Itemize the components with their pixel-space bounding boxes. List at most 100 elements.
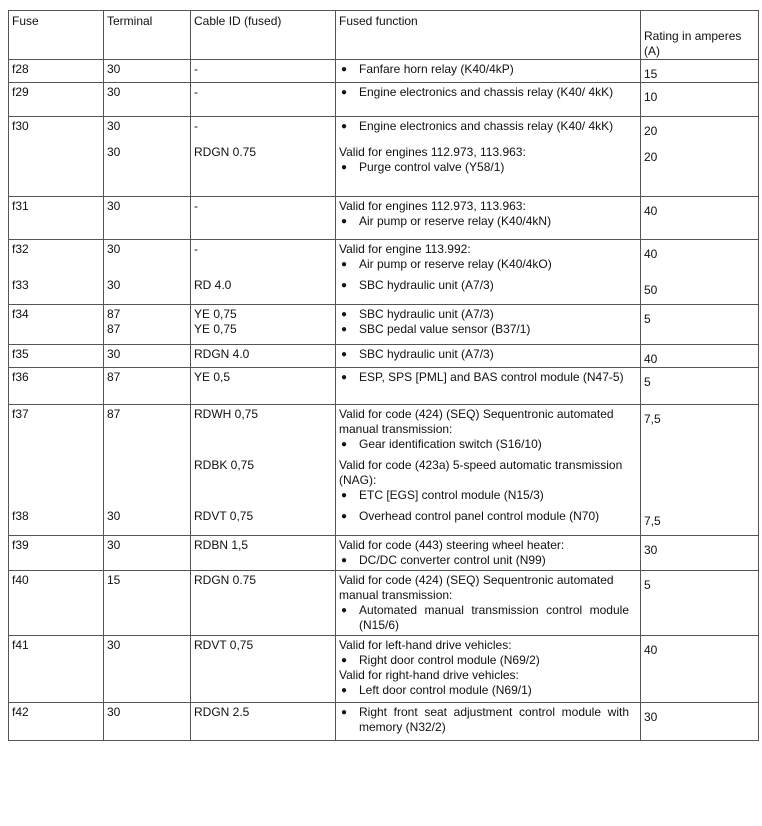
table-row: f31 30 - Valid for engines 112.973, 113.963… [8, 196, 759, 240]
function-entry: ● Overhead control panel control module (… [339, 509, 637, 535]
bullet-item: ● Air pump or reserve relay (K40/4kN) [339, 214, 637, 229]
rating-entry: 15 [644, 67, 658, 81]
bullet-icon: ● [341, 490, 348, 501]
bullet-text: ETC [EGS] control module (N15/3) [359, 488, 544, 502]
bullet-item: ● Gear identification switch (S16/10) [339, 437, 637, 452]
header-cable-id: Cable ID (fused) [190, 10, 336, 60]
terminal-entry: 30 [107, 638, 121, 652]
bullet-item: ● ESP, SPS [PML] and BAS control module (… [339, 370, 637, 385]
cable-entry: RDBK 0,75 [194, 458, 255, 472]
terminal-entry: 30 [107, 62, 121, 76]
function-note: Valid for left-hand drive vehicles: [339, 638, 512, 652]
cell-rating: 5 [640, 367, 759, 405]
cable-entry: RDGN 4.0 [194, 347, 250, 361]
rating-entry: 5 [644, 578, 651, 592]
fuse-entry: f34 [12, 307, 29, 321]
function-note: Valid for engines 112.973, 113.963: [339, 145, 526, 159]
terminal-entry: 30 [107, 278, 121, 292]
terminal-entry: 30 [107, 199, 121, 213]
fuse-entry: f32 [12, 242, 29, 256]
terminal-entry: 87 [107, 370, 121, 384]
cell-function: ● SBC hydraulic unit (A7/3) ● SBC pedal val… [335, 304, 641, 345]
fuse-entry [12, 145, 100, 181]
bullet-text: Engine electronics and chassis relay (K4… [359, 119, 614, 133]
cell-rating: 15 [640, 59, 759, 83]
cell-cable: RDBN 1,5 [190, 535, 336, 571]
rating-entry: 7,5 [644, 514, 661, 528]
terminal-entry: 30 [107, 119, 121, 133]
cell-terminal: 30 30 [103, 116, 191, 197]
cell-cable: YE 0,75 YE 0,75 [190, 304, 336, 345]
cable-entry: - [194, 62, 198, 76]
cell-terminal: 30 [103, 196, 191, 240]
cell-rating: 40 [640, 635, 759, 703]
bullet-item: ● Engine electronics and chassis relay (K… [339, 85, 637, 100]
table-row: f39 30 RDBN 1,5 Valid for code (443) steeri… [8, 535, 759, 571]
cable-entry: - [194, 119, 198, 133]
table-row: f41 30 RDVT 0,75 Valid for left-hand drive … [8, 635, 759, 703]
terminal-entry: 30 [107, 85, 121, 99]
rating-entry: 40 [644, 247, 658, 261]
bullet-text: Left door control module (N69/1) [359, 683, 532, 697]
bullet-icon: ● [341, 259, 348, 270]
rating-entry: 50 [644, 283, 658, 297]
cable-entry: RDBN 1,5 [194, 538, 249, 552]
rating-entry: 40 [644, 643, 658, 657]
terminal-entry: 30 [107, 509, 121, 523]
bullet-item: ● Right front seat adjustment control mod… [339, 705, 637, 735]
bullet-icon: ● [341, 162, 348, 173]
bullet-item: ● SBC pedal value sensor (B37/1) [339, 322, 637, 337]
function-note: Valid for code (423a) 5-speed automatic … [339, 458, 623, 487]
cell-cable: RDGN 4.0 [190, 344, 336, 368]
cell-cable: - [190, 82, 336, 117]
fuse-entry: f36 [12, 370, 29, 384]
table-row: f34 87 87 YE 0,75 YE 0,75 ● SBC hydraulic un… [8, 304, 759, 345]
function-note: Valid for code (424) (SEQ) Sequentronic … [339, 573, 614, 602]
cell-fuse: f37 f38 [8, 404, 104, 536]
bullet-icon: ● [341, 655, 348, 666]
cell-fuse: f29 [8, 82, 104, 117]
bullet-text: SBC hydraulic unit (A7/3) [359, 307, 494, 321]
cell-fuse: f40 [8, 570, 104, 636]
function-entry: ● Right front seat adjustment control mod… [339, 705, 637, 735]
cell-fuse: f36 [8, 367, 104, 405]
bullet-text: Purge control valve (Y58/1) [359, 160, 505, 174]
rating-entry: 7,5 [644, 412, 661, 426]
function-entry: ● SBC hydraulic unit (A7/3) ● SBC pedal val… [339, 307, 637, 337]
function-entry: Valid for code (424) (SEQ) Sequentronic … [339, 407, 637, 458]
cell-cable: RDGN 0.75 [190, 570, 336, 636]
rating-entry: 30 [644, 710, 658, 724]
function-note: Valid for engines 112.973, 113.963: [339, 199, 526, 213]
cell-fuse: f39 [8, 535, 104, 571]
terminal-entry: 30 [107, 242, 121, 256]
cable-entry: RDVT 0,75 [194, 638, 254, 652]
bullet-item: ● SBC hydraulic unit (A7/3) [339, 347, 637, 362]
bullet-text: Air pump or reserve relay (K40/4kO) [359, 257, 552, 271]
terminal-entry [107, 458, 187, 509]
cell-terminal: 30 [103, 59, 191, 83]
cell-function: ● ESP, SPS [PML] and BAS control module (… [335, 367, 641, 405]
bullet-icon: ● [341, 349, 348, 360]
cell-function: Valid for engine 113.992: ● Air pump or re… [335, 239, 641, 305]
function-entry: Valid for engine 113.992: ● Air pump or re… [339, 242, 637, 278]
function-note: Valid for code (443) steering wheel heat… [339, 538, 565, 552]
table-row: f35 30 RDGN 4.0 ● SBC hydraulic unit (A7/3) 4… [8, 344, 759, 368]
cell-function: ● Fanfare horn relay (K40/4kP) [335, 59, 641, 83]
cell-fuse: f30 [8, 116, 104, 197]
cell-rating: 10 [640, 82, 759, 117]
table-row: f32 f33 30 30 - RD 4.0 Valid for engine 113.99… [8, 239, 759, 305]
fuse-entry: f41 [12, 638, 29, 652]
cable-entry: RDGN 2.5 [194, 705, 250, 719]
table-row: f36 87 YE 0,5 ● ESP, SPS [PML] and BAS contr… [8, 367, 759, 405]
cable-entry: RD 4.0 [194, 278, 232, 292]
header-row: Fuse Terminal Cable ID (fused) Fused fun… [8, 10, 759, 60]
cell-rating: 20 20 [640, 116, 759, 197]
rating-entry: 5 [644, 312, 651, 326]
cell-rating: 5 [640, 570, 759, 636]
bullet-item: ● Fanfare horn relay (K40/4kP) [339, 62, 637, 77]
cell-cable: - [190, 59, 336, 83]
header-rating: Rating in amperes (A) [640, 10, 759, 60]
bullet-item: ● Overhead control panel control module (… [339, 509, 637, 524]
rating-entry: 20 [644, 150, 658, 164]
cell-fuse: f34 [8, 304, 104, 345]
